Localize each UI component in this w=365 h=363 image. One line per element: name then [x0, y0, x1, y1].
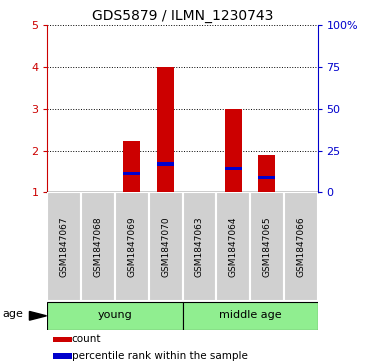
- Text: GSM1847068: GSM1847068: [93, 216, 103, 277]
- Bar: [149, 192, 182, 301]
- Text: count: count: [72, 334, 101, 344]
- Bar: [115, 192, 149, 301]
- Bar: [284, 192, 318, 301]
- Text: age: age: [3, 309, 23, 319]
- Text: GSM1847063: GSM1847063: [195, 216, 204, 277]
- Bar: [182, 192, 216, 301]
- Bar: [216, 192, 250, 301]
- Bar: [123, 142, 140, 192]
- Bar: [258, 155, 275, 192]
- Text: GSM1847064: GSM1847064: [228, 217, 238, 277]
- Text: GSM1847069: GSM1847069: [127, 216, 137, 277]
- Text: percentile rank within the sample: percentile rank within the sample: [72, 351, 247, 361]
- Bar: [157, 67, 174, 192]
- Bar: [157, 162, 174, 166]
- Bar: [182, 302, 318, 330]
- Text: young: young: [97, 310, 132, 320]
- Bar: [123, 172, 140, 175]
- Bar: [225, 167, 242, 170]
- Bar: [250, 192, 284, 301]
- Bar: [225, 109, 242, 192]
- Bar: [47, 192, 81, 301]
- Bar: [47, 302, 182, 330]
- Text: middle age: middle age: [219, 310, 281, 320]
- Bar: [53, 353, 72, 359]
- Text: GSM1847065: GSM1847065: [262, 216, 272, 277]
- Text: GSM1847067: GSM1847067: [60, 216, 69, 277]
- Polygon shape: [30, 311, 46, 320]
- Title: GDS5879 / ILMN_1230743: GDS5879 / ILMN_1230743: [92, 9, 273, 23]
- Bar: [81, 192, 115, 301]
- Bar: [53, 337, 72, 342]
- Text: GSM1847066: GSM1847066: [296, 216, 305, 277]
- Bar: [258, 176, 275, 179]
- Text: GSM1847070: GSM1847070: [161, 216, 170, 277]
